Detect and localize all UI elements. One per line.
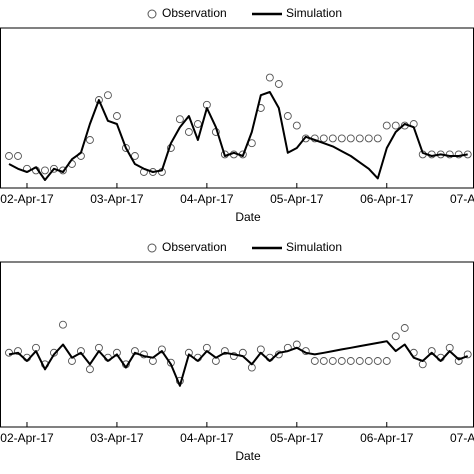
observation-point	[328, 134, 337, 143]
observation-point	[14, 152, 22, 160]
legend-marker	[147, 9, 157, 19]
x-tick-label: 07-Apr-17	[450, 431, 474, 445]
legend-label: Observation	[162, 6, 227, 20]
observation-point	[184, 128, 193, 136]
observation-point	[391, 332, 400, 341]
observation-point	[364, 134, 373, 143]
observation-point	[364, 357, 373, 365]
observation-point	[50, 164, 58, 173]
x-tick-label: 05-Apr-17	[270, 192, 324, 206]
observation-point	[346, 134, 355, 143]
observation-point	[454, 357, 463, 365]
observation-point	[103, 91, 112, 100]
observation-point	[346, 357, 355, 365]
x-tick-label: 02-Apr-17	[0, 192, 54, 206]
legend-label: Simulation	[286, 6, 342, 20]
observation-point	[400, 324, 409, 332]
observation-point	[41, 166, 49, 175]
observation-point	[337, 134, 346, 143]
legend-label: Observation	[162, 240, 227, 254]
x-tick-label: 05-Apr-17	[270, 431, 324, 445]
observation-point	[85, 136, 94, 144]
observation-point	[193, 120, 202, 128]
observation-point	[427, 347, 436, 356]
observation-point	[391, 121, 400, 130]
x-tick-label: 04-Apr-17	[180, 431, 234, 445]
observation-point	[292, 121, 301, 130]
observation-point	[14, 347, 22, 356]
x-axis-label: Date	[235, 210, 261, 224]
observation-point	[5, 152, 13, 160]
observation-point	[283, 112, 292, 120]
x-tick-label: 03-Apr-17	[90, 431, 144, 445]
observation-point	[5, 348, 13, 357]
observation-point	[355, 134, 364, 143]
observation-point	[274, 80, 283, 88]
observation-point	[373, 357, 382, 365]
observation-point	[157, 345, 166, 354]
x-tick-label: 03-Apr-17	[90, 192, 144, 206]
observation-point	[310, 357, 319, 365]
x-tick-label: 02-Apr-17	[0, 431, 54, 445]
legend-label: Simulation	[286, 240, 342, 254]
observation-point	[175, 115, 184, 124]
simulation-line	[8, 91, 468, 181]
observation-point	[382, 357, 391, 365]
x-axis-label: Date	[235, 449, 261, 463]
x-tick-label: 07-Apr-17	[450, 192, 474, 206]
observation-point	[112, 112, 121, 120]
observation-point	[463, 350, 472, 359]
simulation-line	[8, 340, 469, 387]
observation-point	[319, 357, 328, 365]
observation-point	[274, 350, 283, 359]
observation-point	[220, 347, 229, 356]
x-tick-label: 06-Apr-17	[360, 431, 414, 445]
observation-point	[85, 365, 94, 374]
x-tick-label: 04-Apr-17	[180, 192, 234, 206]
observation-point	[355, 357, 364, 365]
observation-point	[382, 121, 391, 130]
observation-point	[337, 357, 346, 365]
legend-marker	[147, 243, 157, 253]
observation-point	[319, 134, 328, 143]
observation-point	[373, 134, 382, 143]
observation-point	[121, 144, 130, 152]
observation-point	[94, 96, 103, 104]
plot-frame	[0, 261, 474, 428]
observation-point	[59, 320, 67, 329]
observation-point	[265, 73, 274, 82]
x-tick-label: 06-Apr-17	[360, 192, 414, 206]
observation-point	[112, 348, 121, 357]
plot-frame	[0, 27, 474, 189]
observation-point	[76, 347, 85, 356]
observation-point	[328, 357, 337, 365]
